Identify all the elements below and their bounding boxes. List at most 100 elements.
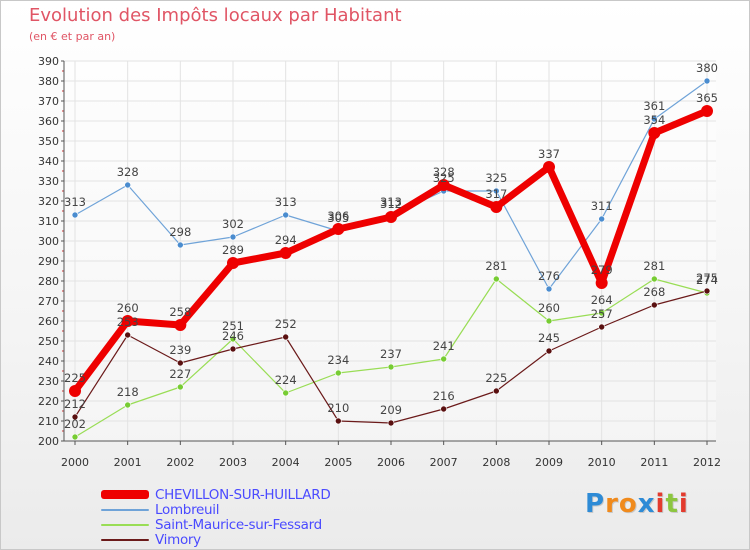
- data-label-chevillon-sur-huillard: 258: [169, 305, 191, 319]
- data-label-saint-maurice-sur-fessard: 241: [433, 339, 455, 353]
- x-tick-label: 2009: [535, 456, 563, 469]
- data-point-lombreuil: [229, 233, 237, 241]
- data-label-lombreuil: 302: [222, 217, 244, 231]
- data-label-lombreuil: 361: [643, 99, 665, 113]
- x-tick-label: 2005: [324, 456, 352, 469]
- data-label-vimory: 225: [485, 371, 507, 385]
- data-point-chevillon-sur-huillard: [174, 319, 187, 331]
- y-tick-label: 310: [38, 215, 59, 228]
- data-point-chevillon-sur-huillard: [279, 247, 292, 259]
- y-tick-label: 360: [38, 115, 59, 128]
- data-label-lombreuil: 313: [275, 195, 297, 209]
- data-point-vimory: [598, 323, 605, 331]
- data-label-saint-maurice-sur-fessard: 234: [327, 353, 349, 367]
- y-tick-label: 350: [38, 135, 59, 148]
- x-tick-label: 2011: [640, 456, 668, 469]
- legend-item-saint-maurice-sur-fessard: Saint-Maurice-sur-Fessard: [101, 517, 330, 533]
- data-point-chevillon-sur-huillard: [227, 257, 239, 269]
- data-point-lombreuil: [71, 211, 79, 219]
- data-label-saint-maurice-sur-fessard: 251: [222, 319, 244, 333]
- data-label-lombreuil: 311: [591, 199, 613, 213]
- data-label-saint-maurice-sur-fessard: 281: [643, 259, 665, 273]
- data-point-saint-maurice-sur-fessard: [124, 401, 131, 409]
- data-label-lombreuil: 276: [538, 269, 560, 283]
- data-label-vimory: 216: [433, 389, 455, 403]
- y-tick-label: 330: [38, 175, 59, 188]
- logo-letter: o: [618, 489, 638, 519]
- data-point-saint-maurice-sur-fessard: [71, 433, 79, 441]
- data-label-vimory: 252: [275, 317, 297, 331]
- data-label-chevillon-sur-huillard: 365: [696, 91, 718, 105]
- data-label-chevillon-sur-huillard: 312: [380, 197, 402, 211]
- data-point-vimory: [335, 417, 342, 425]
- data-point-lombreuil: [124, 181, 131, 189]
- data-point-chevillon-sur-huillard: [595, 277, 608, 289]
- data-label-saint-maurice-sur-fessard: 237: [380, 347, 402, 361]
- legend-swatch: [101, 508, 149, 511]
- y-tick-label: 230: [38, 375, 59, 388]
- y-tick-label: 300: [38, 235, 59, 248]
- data-label-chevillon-sur-huillard: 260: [117, 301, 139, 315]
- data-label-chevillon-sur-huillard: 279: [591, 263, 613, 277]
- data-label-vimory: 209: [380, 403, 402, 417]
- data-label-chevillon-sur-huillard: 337: [538, 147, 560, 161]
- data-label-vimory: 245: [538, 331, 560, 345]
- x-tick-label: 2008: [482, 456, 510, 469]
- data-point-chevillon-sur-huillard: [543, 161, 555, 173]
- logo-letter: P: [585, 489, 606, 519]
- logo-letter: r: [605, 489, 619, 519]
- legend-swatch: [101, 523, 149, 526]
- logo-letter: t: [665, 489, 679, 519]
- data-point-chevillon-sur-huillard: [701, 105, 713, 117]
- data-label-chevillon-sur-huillard: 294: [275, 233, 297, 247]
- data-label-vimory: 268: [643, 285, 665, 299]
- data-point-saint-maurice-sur-fessard: [493, 275, 500, 283]
- data-point-vimory: [440, 405, 447, 413]
- data-point-saint-maurice-sur-fessard: [545, 317, 553, 325]
- y-tick-label: 250: [38, 335, 59, 348]
- data-point-saint-maurice-sur-fessard: [229, 335, 237, 343]
- legend-item-chevillon-sur-huillard: CHEVILLON-SUR-HUILLARD: [101, 486, 331, 503]
- data-point-vimory: [545, 347, 553, 355]
- proxiti-logo: Proxiti: [585, 489, 689, 519]
- y-tick-label: 390: [38, 55, 59, 68]
- y-tick-label: 320: [38, 195, 59, 208]
- logo-letter: x: [637, 489, 656, 519]
- data-point-saint-maurice-sur-fessard: [282, 389, 289, 397]
- data-point-saint-maurice-sur-fessard: [387, 363, 395, 371]
- legend-label: Lombreuil: [155, 501, 220, 518]
- y-tick-label: 370: [38, 95, 59, 108]
- data-point-vimory: [229, 345, 237, 353]
- legend-label: CHEVILLON-SUR-HUILLARD: [155, 486, 331, 503]
- y-tick-label: 220: [38, 395, 59, 408]
- data-point-chevillon-sur-huillard: [648, 127, 661, 139]
- data-label-lombreuil: 313: [380, 195, 402, 209]
- x-tick-label: 2012: [693, 456, 721, 469]
- data-point-lombreuil: [545, 285, 553, 293]
- data-point-chevillon-sur-huillard: [437, 179, 450, 191]
- data-point-saint-maurice-sur-fessard: [440, 355, 447, 363]
- data-label-lombreuil: 328: [117, 165, 139, 179]
- y-tick-label: 380: [38, 75, 59, 88]
- data-label-chevillon-sur-huillard: 289: [222, 243, 244, 257]
- data-label-lombreuil: 325: [485, 171, 507, 185]
- data-label-vimory: 239: [169, 343, 191, 357]
- data-point-chevillon-sur-huillard: [121, 315, 134, 327]
- data-point-lombreuil: [493, 187, 500, 195]
- data-label-chevillon-sur-huillard: 354: [643, 113, 665, 127]
- x-tick-label: 2000: [61, 456, 89, 469]
- data-point-vimory: [493, 387, 500, 395]
- y-tick-label: 280: [38, 275, 59, 288]
- data-label-saint-maurice-sur-fessard: 202: [64, 417, 86, 431]
- y-tick-label: 240: [38, 355, 59, 368]
- data-point-vimory: [177, 359, 184, 367]
- legend: CHEVILLON-SUR-HUILLARD Lombreuil Saint-Mau…: [101, 486, 331, 548]
- data-point-lombreuil: [598, 215, 605, 223]
- data-point-chevillon-sur-huillard: [385, 211, 397, 223]
- logo-letter: i: [678, 489, 689, 519]
- logo-letter: i: [655, 489, 666, 519]
- legend-swatch: [101, 538, 149, 541]
- data-point-vimory: [703, 287, 711, 295]
- data-point-lombreuil: [703, 77, 711, 85]
